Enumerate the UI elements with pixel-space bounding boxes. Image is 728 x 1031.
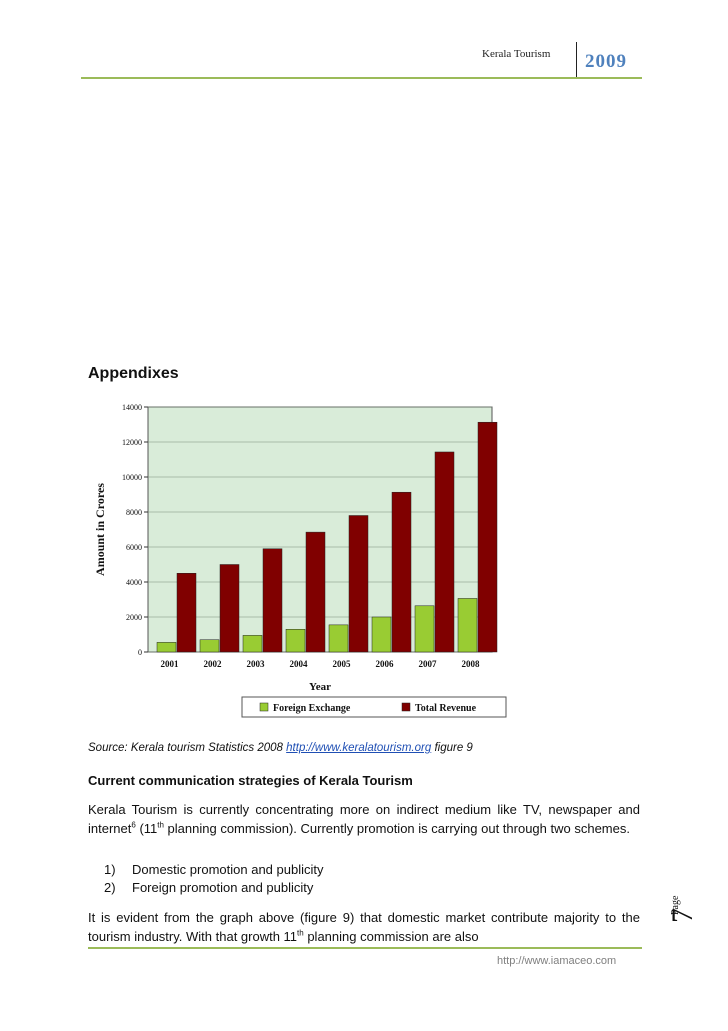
bar-foreign-exchange [242, 635, 263, 653]
bar-total-revenue [434, 451, 455, 653]
y-tick-label: 12000 [122, 438, 142, 447]
bar-total-revenue [348, 515, 369, 653]
para2-text-a: It is evident from the graph above (figu… [88, 910, 640, 944]
header-year: 2009 [585, 51, 627, 72]
header-separator [576, 42, 577, 78]
x-tick-label: 2003 [247, 659, 266, 669]
paragraph-strategies: Kerala Tourism is currently concentratin… [88, 800, 640, 838]
y-axis-label: Amount in Crores [93, 483, 107, 576]
legend-swatch [259, 702, 269, 712]
bar-total-revenue [176, 573, 197, 653]
legend-label: Foreign Exchange [273, 703, 351, 714]
revenue-bar-chart: 0 2000 4000 6000 8000 10000 12000 14000 2001 2002… [93, 403, 507, 718]
legend-label: Total Revenue [415, 703, 477, 714]
x-tick-label: 2008 [462, 659, 481, 669]
source-prefix: Source: Kerala tourism Statistics 2008 [88, 742, 287, 754]
list-item: 1) Domestic promotion and publicity [104, 861, 323, 879]
bar-foreign-exchange [328, 624, 349, 653]
bar-total-revenue [262, 548, 283, 653]
footer-url: http://www.iamaceo.com [497, 955, 617, 967]
list-text: Foreign promotion and publicity [132, 880, 314, 895]
list-number: 2) [104, 880, 116, 895]
y-tick-label: 4000 [126, 578, 142, 587]
legend-swatch [401, 702, 411, 712]
bar-foreign-exchange [457, 598, 478, 653]
bar-foreign-exchange [156, 642, 177, 653]
paragraph-evidence: It is evident from the graph above (figu… [88, 908, 640, 946]
schemes-list: 1) Domestic promotion and publicity 2) For… [104, 861, 323, 897]
bar-foreign-exchange [414, 605, 435, 653]
list-number: 1) [104, 862, 116, 877]
bar-foreign-exchange [199, 639, 220, 653]
footnote-ref: 6 [131, 820, 136, 830]
bar-foreign-exchange [285, 629, 306, 653]
section-heading: Current communication strategies of Kera… [88, 773, 413, 788]
x-tick-label: 2001 [161, 659, 180, 669]
x-tick-label: 2006 [376, 659, 395, 669]
list-text: Domestic promotion and publicity [132, 862, 324, 877]
page-number: 7 [666, 908, 699, 923]
para1-text-b: (11 [135, 821, 158, 836]
bar-foreign-exchange [371, 616, 392, 653]
ordinal-suffix: th [297, 928, 304, 938]
x-tick-label: 2004 [290, 659, 309, 669]
source-suffix: figure 9 [431, 742, 473, 754]
footer-rule [88, 947, 642, 949]
y-tick-label: 10000 [122, 473, 142, 482]
para1-text-c: planning commission). Currently promotio… [163, 821, 630, 836]
x-tick-label: 2002 [204, 659, 223, 669]
y-tick-label: 0 [138, 648, 142, 657]
source-link[interactable]: http://www.keralatourism.org [286, 742, 432, 754]
para1-text-a: Kerala Tourism is currently concentratin… [88, 802, 640, 836]
x-tick-label: 2005 [333, 659, 352, 669]
bar-total-revenue [219, 564, 240, 653]
bar-total-revenue [305, 531, 326, 653]
list-item: 2) Foreign promotion and publicity [104, 879, 323, 897]
x-tick-label: 2007 [419, 659, 438, 669]
legend-box [241, 696, 507, 718]
bar-total-revenue [477, 421, 498, 653]
bar-total-revenue [391, 491, 412, 653]
x-axis-label: Year [309, 681, 331, 693]
y-tick-label: 8000 [126, 508, 142, 517]
y-tick-label: 2000 [126, 613, 142, 622]
ordinal-suffix: th [157, 820, 164, 830]
source-caption: Source: Kerala tourism Statistics 2008 h… [88, 742, 473, 754]
appendix-heading: Appendixes [88, 365, 179, 382]
para2-text-b: planning commission are also [303, 929, 479, 944]
y-tick-label: 14000 [122, 403, 142, 412]
y-tick-label: 6000 [126, 543, 142, 552]
header-rule [81, 77, 642, 79]
header-title: Kerala Tourism [482, 48, 551, 60]
